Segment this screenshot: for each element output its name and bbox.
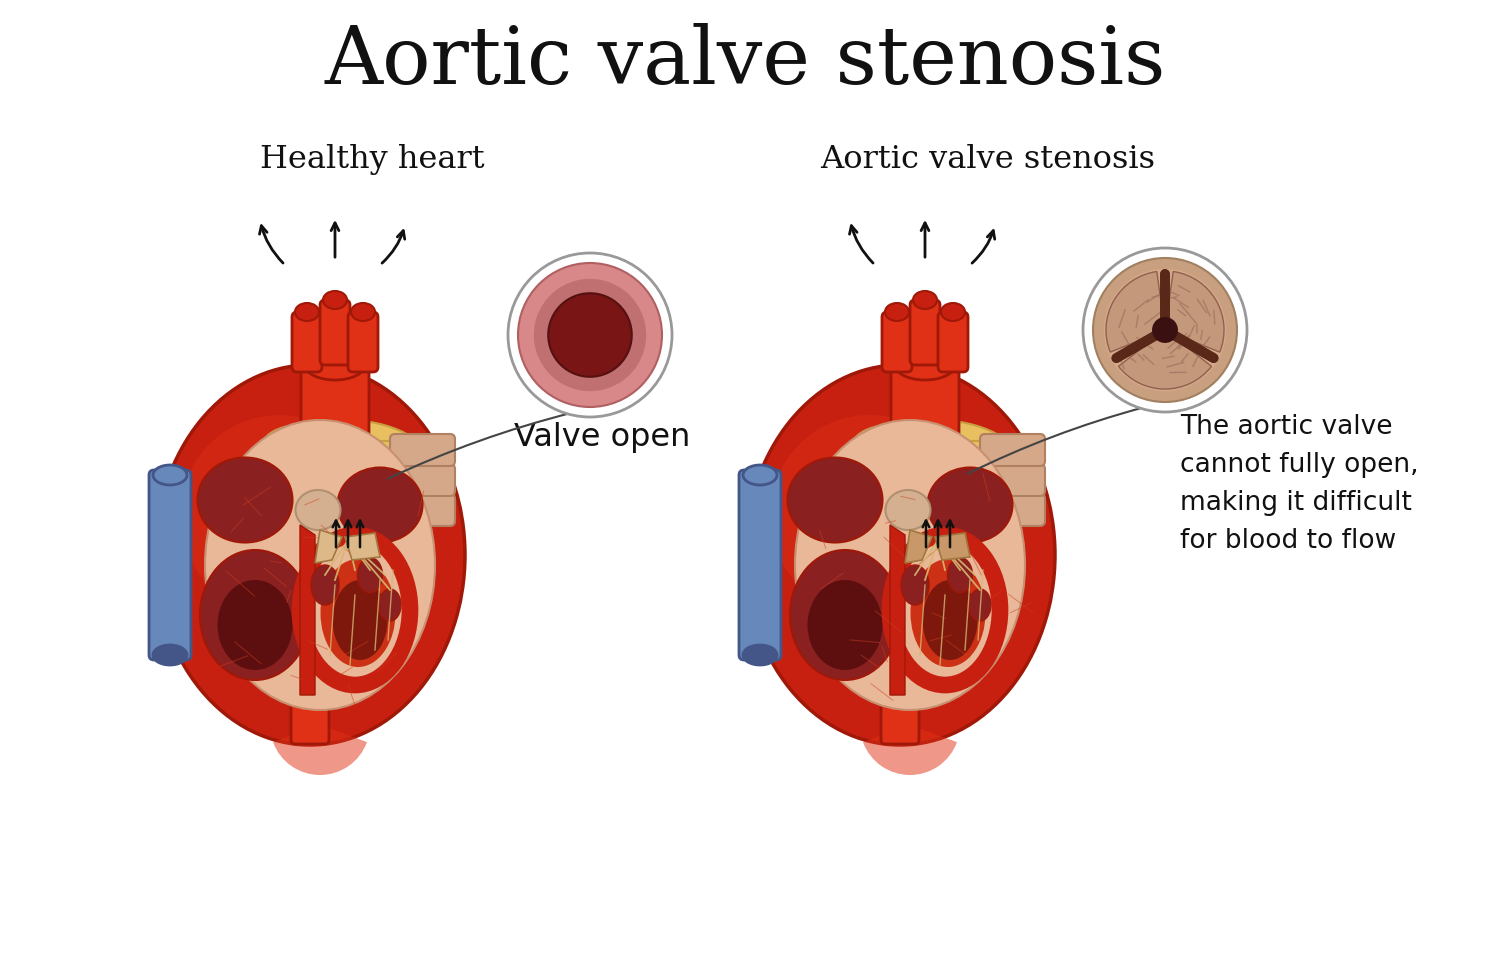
Ellipse shape: [787, 458, 883, 543]
FancyBboxPatch shape: [881, 701, 918, 744]
Ellipse shape: [218, 580, 292, 670]
Ellipse shape: [886, 490, 930, 530]
Ellipse shape: [350, 303, 376, 321]
Text: Aortic valve stenosis: Aortic valve stenosis: [325, 23, 1166, 101]
FancyBboxPatch shape: [892, 361, 959, 479]
Ellipse shape: [901, 565, 929, 605]
Ellipse shape: [180, 415, 380, 615]
FancyBboxPatch shape: [910, 300, 939, 365]
Circle shape: [1082, 248, 1246, 412]
FancyBboxPatch shape: [883, 312, 912, 372]
Ellipse shape: [321, 559, 395, 667]
Ellipse shape: [850, 420, 1020, 510]
FancyBboxPatch shape: [938, 312, 968, 372]
FancyBboxPatch shape: [914, 441, 1021, 491]
Text: Valve open: Valve open: [514, 422, 690, 453]
FancyBboxPatch shape: [980, 434, 1045, 466]
Text: Healthy heart: Healthy heart: [259, 144, 485, 175]
Ellipse shape: [743, 645, 777, 665]
Ellipse shape: [850, 425, 930, 475]
FancyBboxPatch shape: [324, 441, 431, 491]
Ellipse shape: [155, 365, 465, 745]
Ellipse shape: [306, 350, 365, 380]
Ellipse shape: [379, 589, 401, 621]
FancyBboxPatch shape: [380, 464, 455, 496]
FancyBboxPatch shape: [376, 494, 455, 526]
Circle shape: [517, 263, 662, 407]
Text: The aortic valve
cannot fully open,
making it difficult
for blood to flow: The aortic valve cannot fully open, maki…: [1179, 414, 1418, 554]
Circle shape: [1093, 258, 1238, 402]
Ellipse shape: [204, 420, 435, 710]
Ellipse shape: [259, 425, 340, 475]
Ellipse shape: [259, 420, 429, 510]
Ellipse shape: [324, 291, 347, 309]
FancyBboxPatch shape: [292, 312, 322, 372]
Ellipse shape: [912, 291, 936, 309]
Ellipse shape: [890, 535, 1000, 685]
Ellipse shape: [154, 645, 186, 665]
FancyBboxPatch shape: [301, 361, 368, 479]
FancyBboxPatch shape: [347, 312, 379, 372]
Ellipse shape: [886, 303, 910, 321]
Circle shape: [1103, 269, 1226, 391]
Text: Aortic valve stenosis: Aortic valve stenosis: [820, 144, 1156, 175]
Polygon shape: [300, 525, 315, 695]
Polygon shape: [344, 533, 380, 560]
Ellipse shape: [969, 589, 992, 621]
Ellipse shape: [295, 303, 319, 321]
FancyBboxPatch shape: [291, 701, 330, 744]
Ellipse shape: [947, 558, 972, 593]
Wedge shape: [1164, 271, 1224, 352]
Ellipse shape: [197, 458, 292, 543]
Ellipse shape: [927, 467, 1012, 543]
FancyBboxPatch shape: [391, 434, 455, 466]
Ellipse shape: [300, 535, 410, 685]
Ellipse shape: [358, 558, 383, 593]
FancyBboxPatch shape: [321, 300, 350, 365]
Ellipse shape: [337, 467, 422, 543]
Ellipse shape: [790, 550, 901, 680]
Circle shape: [1153, 318, 1178, 343]
Ellipse shape: [200, 550, 310, 680]
Circle shape: [549, 293, 632, 376]
Ellipse shape: [941, 303, 965, 321]
Polygon shape: [890, 525, 905, 695]
Wedge shape: [863, 725, 957, 775]
Wedge shape: [273, 725, 367, 775]
Ellipse shape: [312, 565, 338, 605]
FancyBboxPatch shape: [740, 470, 781, 660]
FancyBboxPatch shape: [965, 494, 1045, 526]
Ellipse shape: [923, 580, 978, 660]
Wedge shape: [1118, 330, 1212, 389]
Polygon shape: [315, 530, 341, 563]
Ellipse shape: [746, 365, 1056, 745]
Ellipse shape: [154, 465, 186, 485]
Ellipse shape: [332, 580, 388, 660]
Ellipse shape: [769, 415, 971, 615]
Ellipse shape: [808, 580, 883, 670]
Polygon shape: [935, 533, 971, 560]
Circle shape: [508, 253, 672, 417]
Ellipse shape: [295, 490, 340, 530]
Ellipse shape: [743, 465, 777, 485]
Circle shape: [534, 279, 646, 391]
Ellipse shape: [795, 420, 1024, 710]
Polygon shape: [905, 530, 932, 563]
Ellipse shape: [911, 559, 986, 667]
Ellipse shape: [895, 350, 956, 380]
FancyBboxPatch shape: [971, 464, 1045, 496]
FancyBboxPatch shape: [149, 470, 191, 660]
Wedge shape: [1106, 271, 1164, 352]
